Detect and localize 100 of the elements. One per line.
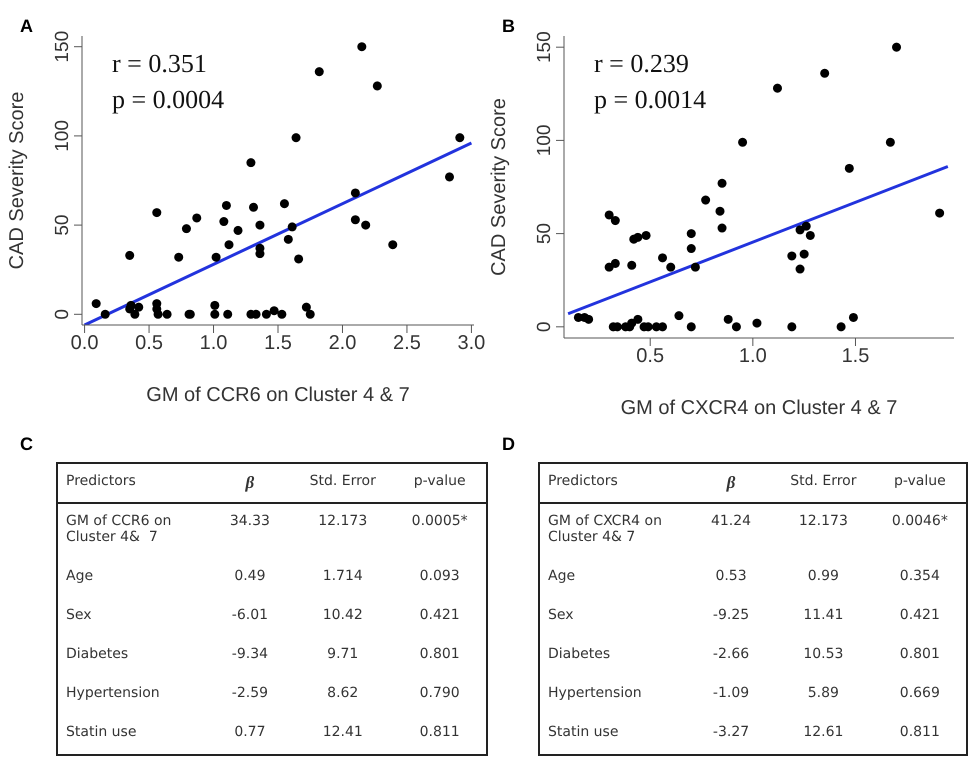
y-tick-label: 150 bbox=[534, 31, 555, 64]
y-tick-label: 0 bbox=[534, 322, 555, 332]
point bbox=[125, 250, 134, 260]
text: 0.0046* bbox=[890, 512, 949, 531]
text: β bbox=[244, 472, 256, 494]
text: 10.53 bbox=[802, 645, 844, 664]
annotation: p = 0.0004 bbox=[112, 84, 224, 116]
text: C bbox=[20, 434, 33, 455]
point bbox=[455, 133, 464, 142]
text: 12.173 bbox=[798, 512, 849, 531]
point bbox=[610, 258, 620, 268]
x-tick-label: 1.5 bbox=[264, 332, 292, 354]
y-tick-label: 150 bbox=[52, 30, 73, 63]
y-axis-title: CAD Severity Score bbox=[488, 98, 510, 276]
x-tick-label: 2.5 bbox=[393, 332, 421, 354]
text: Predictors bbox=[65, 472, 137, 491]
point bbox=[350, 215, 360, 224]
point bbox=[732, 322, 741, 332]
x-tick-label: 1.0 bbox=[200, 332, 228, 354]
text: 9.71 bbox=[326, 645, 360, 664]
text: -2.66 bbox=[712, 645, 750, 664]
text: Age bbox=[547, 567, 576, 586]
point bbox=[100, 310, 110, 319]
y-tick-label: 50 bbox=[52, 214, 73, 236]
text: 10.42 bbox=[322, 606, 364, 625]
point bbox=[610, 216, 620, 226]
chart-title: B bbox=[502, 16, 515, 37]
point bbox=[212, 252, 221, 262]
x-axis-title: GM of CCR6 on Cluster 4 & 7 bbox=[146, 384, 410, 406]
text: 0.354 bbox=[898, 567, 941, 586]
text: Hypertension bbox=[547, 684, 643, 703]
annotation: r = 0.351 bbox=[112, 48, 208, 80]
point bbox=[388, 240, 398, 250]
point bbox=[802, 222, 811, 231]
text: 0.093 bbox=[418, 567, 461, 586]
text: GM of CXCR4 on Cluster 4& 7 bbox=[547, 512, 663, 547]
point bbox=[134, 302, 144, 312]
point bbox=[800, 250, 809, 259]
text: Statin use bbox=[547, 723, 620, 742]
x-axis-title: GM of CXCR4 on Cluster 4 & 7 bbox=[620, 397, 898, 419]
point bbox=[92, 299, 101, 308]
x-tick-label: 1.5 bbox=[842, 345, 870, 368]
x-tick-label: 0.0 bbox=[70, 332, 98, 354]
y-tick-label: 50 bbox=[534, 223, 555, 244]
text: 0.790 bbox=[418, 684, 461, 703]
point bbox=[718, 224, 727, 233]
text: Diabetes bbox=[547, 645, 612, 664]
y-tick-label: 0 bbox=[52, 309, 73, 320]
text: 0.801 bbox=[898, 645, 941, 664]
point bbox=[152, 208, 162, 218]
point bbox=[255, 220, 264, 230]
text: 1.714 bbox=[322, 567, 364, 586]
point bbox=[715, 206, 725, 216]
text: 0.99 bbox=[806, 567, 840, 586]
x-tick-label: 1.0 bbox=[738, 345, 767, 368]
text: 5.89 bbox=[806, 684, 840, 703]
text: 41.24 bbox=[710, 512, 752, 531]
point bbox=[806, 230, 815, 240]
point bbox=[686, 244, 696, 254]
point bbox=[642, 230, 651, 240]
point bbox=[686, 322, 696, 332]
text: -6.01 bbox=[230, 606, 270, 625]
annotation: p = 0.0014 bbox=[594, 84, 706, 116]
point bbox=[718, 178, 727, 188]
point bbox=[658, 253, 668, 262]
text: 11.41 bbox=[802, 606, 844, 625]
point bbox=[357, 42, 366, 52]
text: β bbox=[725, 472, 736, 494]
text: 0.49 bbox=[233, 567, 266, 586]
text: 0.801 bbox=[418, 645, 461, 664]
text: Diabetes bbox=[65, 645, 130, 664]
text: D bbox=[502, 434, 515, 455]
point bbox=[294, 254, 304, 264]
point bbox=[686, 229, 696, 238]
point bbox=[752, 318, 762, 328]
point bbox=[210, 310, 220, 319]
text: 8.62 bbox=[326, 684, 360, 703]
point bbox=[192, 213, 202, 222]
text: -3.27 bbox=[712, 723, 750, 742]
point bbox=[444, 172, 454, 182]
point bbox=[246, 158, 256, 168]
text: Sex bbox=[65, 606, 93, 625]
text: p-value bbox=[412, 472, 467, 491]
point bbox=[210, 300, 220, 310]
point bbox=[627, 260, 636, 270]
point bbox=[892, 42, 902, 52]
point bbox=[222, 200, 231, 210]
text: -9.34 bbox=[230, 645, 270, 664]
text: 0.421 bbox=[898, 606, 941, 625]
text: 0.53 bbox=[714, 567, 748, 586]
text: GM of CCR6 on Cluster 4& 7 bbox=[65, 512, 172, 547]
point bbox=[262, 310, 271, 319]
text: Age bbox=[65, 567, 94, 586]
text: 0.669 bbox=[898, 684, 941, 703]
point bbox=[604, 210, 614, 220]
x-tick-label: 0.5 bbox=[636, 345, 664, 368]
text: 12.41 bbox=[322, 723, 364, 742]
text: -2.59 bbox=[230, 684, 270, 703]
x-tick-label: 2.0 bbox=[328, 332, 356, 354]
point bbox=[270, 306, 279, 316]
